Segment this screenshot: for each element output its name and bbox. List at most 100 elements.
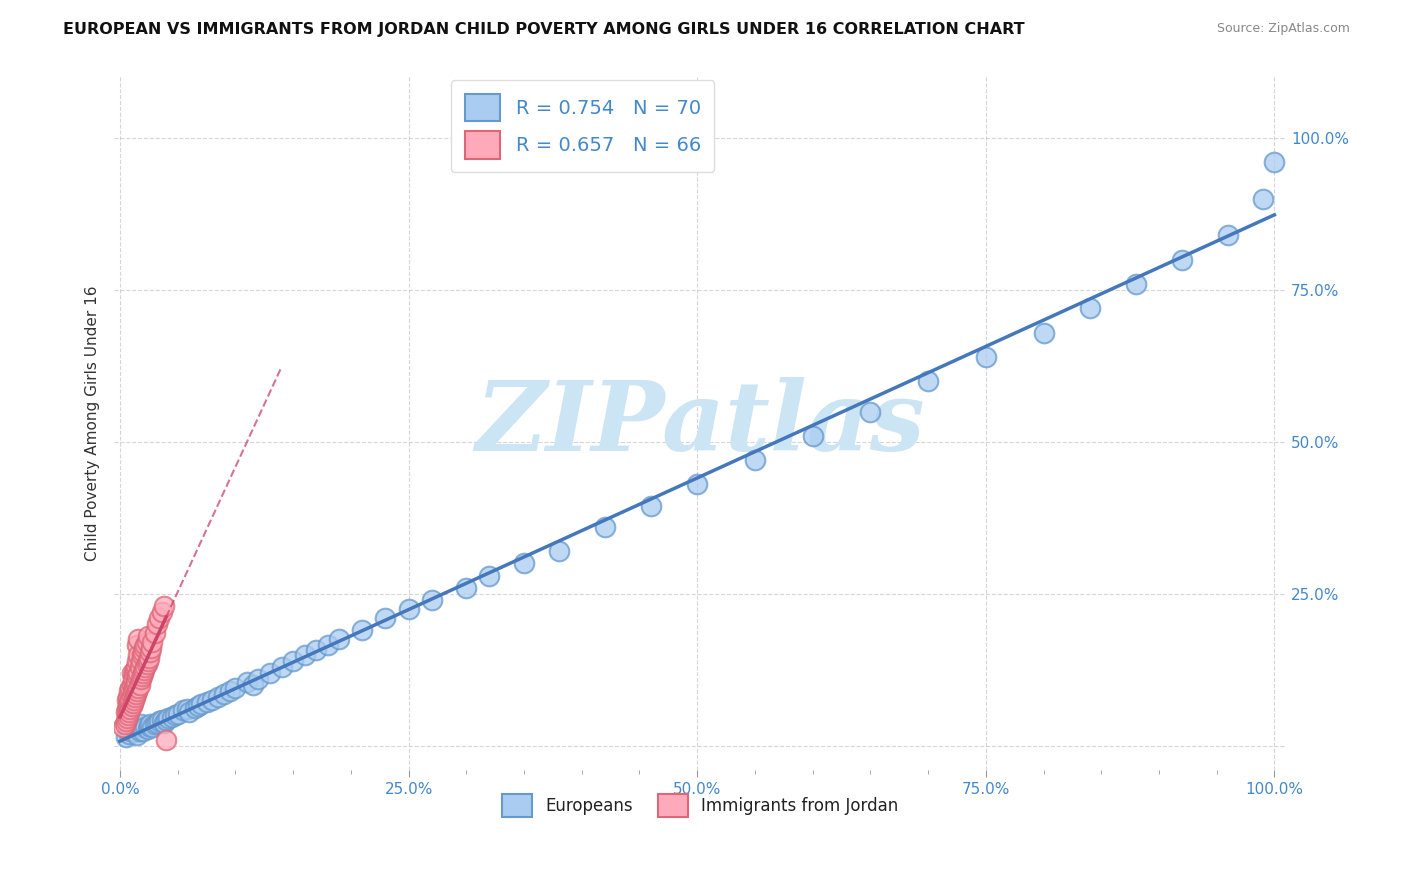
Point [1171,252,1194,267]
Point [316,639,339,653]
Point [115,711,138,725]
Point [121,672,143,686]
Point [118,696,141,710]
Point [118,684,141,698]
Point [165,708,187,723]
Legend: Europeans, Immigrants from Jordan: Europeans, Immigrants from Jordan [495,787,905,824]
Text: EUROPEAN VS IMMIGRANTS FROM JORDAN CHILD POVERTY AMONG GIRLS UNDER 16 CORRELATIO: EUROPEAN VS IMMIGRANTS FROM JORDAN CHILD… [63,22,1025,37]
Point [1078,301,1101,316]
Point [132,665,155,680]
Point [132,723,155,738]
Point [122,721,145,735]
Point [187,699,209,714]
Point [139,641,162,656]
Point [138,719,160,733]
Point [141,721,163,735]
Point [127,632,149,647]
Point [1251,192,1274,206]
Point [974,350,997,364]
Point [134,659,156,673]
Point [160,709,183,723]
Point [247,672,270,686]
Point [118,726,141,740]
Point [114,706,136,720]
Point [121,678,143,692]
Point [129,721,152,735]
Point [184,701,207,715]
Point [121,690,143,704]
Point [166,707,188,722]
Point [172,703,194,717]
Point [207,690,229,704]
Point [150,713,173,727]
Point [143,717,166,731]
Point [270,659,292,673]
Point [420,593,443,607]
Point [117,690,139,704]
Point [153,715,176,730]
Point [224,681,246,695]
Point [201,693,224,707]
Point [179,706,201,720]
Point [117,699,139,714]
Point [155,713,177,727]
Point [801,429,824,443]
Point [121,699,143,714]
Point [513,557,536,571]
Point [139,717,162,731]
Point [124,678,146,692]
Point [143,626,166,640]
Point [139,644,162,658]
Point [136,654,159,668]
Point [134,721,156,735]
Point [478,568,501,582]
Point [127,654,149,668]
Point [127,665,149,680]
Point [122,693,145,707]
Point [125,674,148,689]
Point [242,678,264,692]
Point [125,659,148,673]
Point [121,696,143,710]
Point [859,404,882,418]
Point [148,611,170,625]
Point [148,714,170,729]
Point [129,717,152,731]
Point [134,639,156,653]
Point [352,624,374,638]
Point [129,654,152,668]
Point [128,659,150,673]
Point [136,722,159,736]
Point [135,635,157,649]
Point [281,654,304,668]
Point [190,698,212,712]
Point [128,678,150,692]
Point [122,681,145,695]
Point [218,684,240,698]
Point [1263,155,1285,169]
Point [120,723,142,738]
Point [115,702,138,716]
Point [127,681,149,695]
Y-axis label: Child Poverty Among Girls Under 16: Child Poverty Among Girls Under 16 [86,286,100,561]
Point [1125,277,1147,291]
Point [236,674,259,689]
Point [124,663,146,677]
Point [118,706,141,720]
Point [456,581,478,595]
Point [132,644,155,658]
Point [121,665,143,680]
Point [195,695,218,709]
Point [131,669,153,683]
Point [122,665,145,680]
Point [117,708,139,723]
Point [120,693,142,707]
Point [125,725,148,739]
Point [259,665,281,680]
Text: Source: ZipAtlas.com: Source: ZipAtlas.com [1216,22,1350,36]
Point [136,629,159,643]
Point [134,663,156,677]
Point [131,648,153,662]
Point [212,687,235,701]
Point [127,648,149,662]
